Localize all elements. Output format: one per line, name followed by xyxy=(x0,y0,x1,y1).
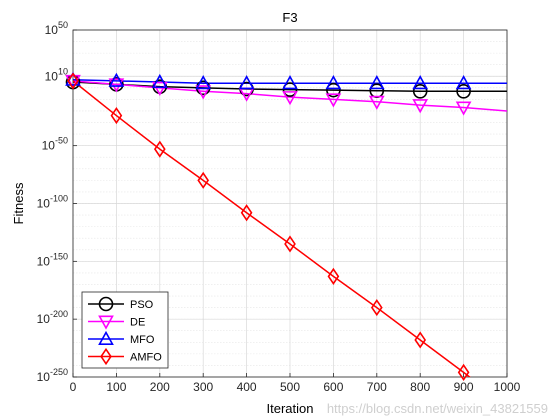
point-mfo xyxy=(325,75,342,90)
y-tick-label: 10-100 xyxy=(37,194,68,211)
point-de xyxy=(195,85,212,100)
point-amfo xyxy=(110,107,123,125)
point-de xyxy=(368,95,385,110)
point-de xyxy=(108,78,125,93)
point-amfo xyxy=(370,299,383,317)
series-line-amfo xyxy=(73,80,471,377)
point-mfo xyxy=(195,75,212,90)
point-amfo xyxy=(153,140,166,158)
y-axis-label: Fitness xyxy=(11,182,26,224)
series-line-de xyxy=(73,80,507,112)
chart-title: F3 xyxy=(282,10,297,25)
legend-marker-pso xyxy=(98,296,114,312)
point-amfo xyxy=(67,72,79,90)
point-amfo xyxy=(284,235,296,253)
point-mfo xyxy=(455,75,472,90)
series-line-pso xyxy=(73,81,507,93)
point-de xyxy=(325,93,342,108)
y-tick-label: 1050 xyxy=(45,20,68,37)
legend-marker-de xyxy=(98,315,114,330)
point-pso xyxy=(326,82,341,98)
y-tick-label: 10-250 xyxy=(37,367,68,384)
y-tick-label: 10-50 xyxy=(42,136,68,153)
point-mfo xyxy=(108,72,125,87)
point-amfo xyxy=(197,171,210,189)
point-pso xyxy=(282,82,298,97)
point-mfo xyxy=(282,75,298,90)
legend-label-mfo: MFO xyxy=(130,334,155,346)
point-amfo xyxy=(414,331,427,349)
x-tick-label: 0 xyxy=(70,380,77,394)
legend-label-de: DE xyxy=(130,317,145,329)
legend-label-pso: PSO xyxy=(130,299,154,311)
point-mfo xyxy=(412,75,429,90)
legend-marker-mfo xyxy=(98,330,114,346)
x-tick-label: 500 xyxy=(280,380,300,394)
point-de xyxy=(455,101,472,116)
y-tick-label: 10-150 xyxy=(37,251,68,268)
point-mfo xyxy=(238,75,255,90)
point-mfo xyxy=(151,73,168,89)
watermark: https://blog.csdn.net/weixin_43821559 xyxy=(326,401,548,416)
legend-label-amfo: AMFO xyxy=(130,352,162,364)
x-tick-label: 400 xyxy=(237,380,257,394)
y-tick-label: 10-200 xyxy=(37,309,68,326)
x-tick-label: 700 xyxy=(367,380,387,394)
y-tick-label: 1010 xyxy=(45,66,68,83)
point-pso xyxy=(412,84,428,99)
point-amfo xyxy=(457,363,470,381)
point-de xyxy=(151,81,168,96)
point-de xyxy=(282,91,298,106)
x-tick-label: 200 xyxy=(150,380,170,394)
x-tick-label: 900 xyxy=(454,380,474,394)
point-de xyxy=(65,74,81,90)
point-amfo xyxy=(327,267,340,285)
x-tick-label: 800 xyxy=(410,380,430,394)
point-mfo xyxy=(368,75,385,90)
x-axis-label: Iteration xyxy=(267,401,314,416)
x-tick-label: 1000 xyxy=(494,380,521,394)
x-tick-label: 100 xyxy=(106,380,126,394)
point-pso xyxy=(456,84,471,99)
x-tick-label: 600 xyxy=(323,380,343,394)
point-amfo xyxy=(240,204,253,222)
legend-marker-amfo xyxy=(100,347,112,366)
x-tick-label: 300 xyxy=(193,380,213,394)
point-de xyxy=(412,99,429,114)
